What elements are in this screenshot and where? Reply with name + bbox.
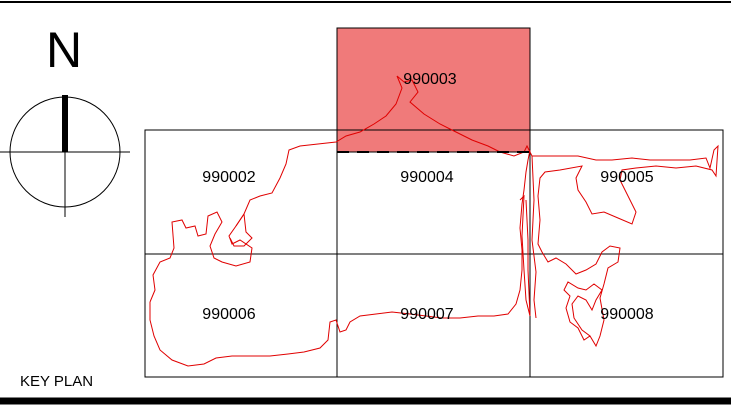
sheet-label-990005: 990005: [600, 169, 653, 186]
sheet-label-990003: 990003: [403, 71, 456, 88]
boundary-main-outline: [149, 75, 719, 348]
boundary-west-inlet: [229, 212, 253, 247]
sheet-label-990006: 990006: [202, 306, 255, 323]
boundary-corridor-right: [531, 155, 537, 319]
sheet-grid: [144, 129, 724, 378]
sheet-label-990004: 990004: [400, 169, 453, 186]
sheet-label-990008: 990008: [600, 306, 653, 323]
site-boundary: [149, 75, 719, 367]
plan-title: KEY PLAN: [20, 373, 93, 390]
sheet-label-990002: 990002: [202, 169, 255, 186]
boundary-south-edge: [149, 149, 531, 367]
sheet-990003-highlight[interactable]: [336, 27, 531, 153]
sheet-label-990007: 990007: [400, 306, 453, 323]
sheet-990002[interactable]: [144, 129, 338, 255]
north-arrow: N: [0, 22, 130, 217]
north-letter: N: [46, 22, 82, 78]
boundary-corridor-left: [519, 194, 531, 317]
